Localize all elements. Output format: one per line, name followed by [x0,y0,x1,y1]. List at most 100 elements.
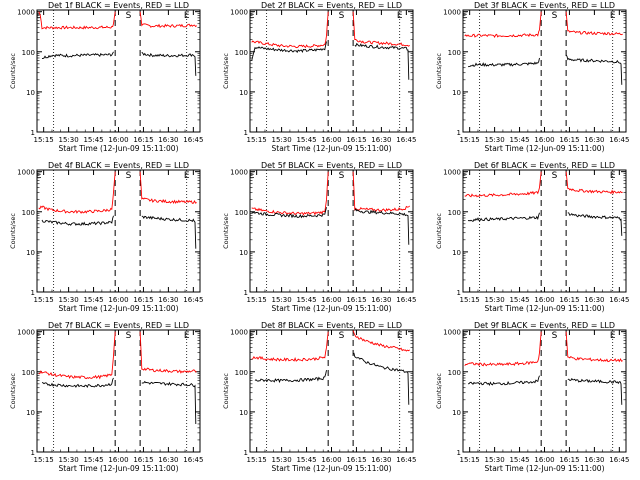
x-tick-label: 15:45 [296,456,316,464]
x-axis-label: Start Time (12-Jun-09 15:11:00) [485,464,605,473]
events-series-line [567,212,623,236]
chart-title: Det 5f BLACK = Events, RED = LLD [261,161,402,170]
x-axis-label: Start Time (12-Jun-09 15:11:00) [59,304,179,313]
x-tick-label: 15:30 [59,136,79,144]
y-axis-label: Counts/sec [222,53,230,89]
x-tick-label: 15:45 [83,456,103,464]
event-marker-label: E [36,11,42,21]
x-tick-label: 16:00 [534,296,554,304]
event-marker-label: E [184,331,190,341]
x-tick-label: 16:00 [534,456,554,464]
y-tick-label: 10 [26,409,35,417]
y-tick-label: 1 [244,289,248,297]
x-axis-label: Start Time (12-Jun-09 15:11:00) [485,304,605,313]
x-tick-label: 15:45 [296,136,316,144]
x-axis-label: Start Time (12-Jun-09 15:11:00) [272,304,392,313]
x-tick-label: 15:15 [460,296,480,304]
x-tick-label: 16:00 [534,136,554,144]
y-tick-label: 1000 [443,329,461,337]
x-tick-label: 15:15 [247,296,267,304]
x-tick-label: 16:15 [346,296,366,304]
event-marker-label: E [610,11,616,21]
x-tick-label: 16:45 [183,456,203,464]
x-tick-label: 16:00 [108,296,128,304]
events-series-line [565,54,623,85]
y-tick-label: 10 [239,409,248,417]
events-series-line [141,215,197,249]
event-marker-label: E [462,171,468,181]
chart-title: Det 1f BLACK = Events, RED = LLD [48,1,189,10]
plot-frame [249,169,414,293]
x-tick-label: 15:30 [485,136,505,144]
lld-series-line [139,171,197,205]
x-tick-label: 15:15 [34,296,54,304]
y-axis-label: Counts/sec [435,213,443,249]
lld-series-line [38,331,116,380]
y-tick-label: 100 [235,209,248,217]
plot-frame [36,329,201,453]
chart-panel: Det 3f BLACK = Events, RED = LLD 1 10 100 10… [435,1,629,153]
x-tick-label: 15:45 [509,456,529,464]
events-series-line [41,377,114,389]
lld-series-line [565,331,623,363]
plot-frame [462,9,627,133]
lld-series-line [251,11,329,49]
y-tick-label: 10 [452,409,461,417]
y-tick-label: 100 [448,369,461,377]
y-tick-label: 10 [239,89,248,97]
y-tick-label: 1 [31,129,35,137]
events-series-line [251,41,327,61]
events-series-line [467,57,540,68]
y-tick-label: 100 [448,209,461,217]
y-tick-label: 100 [22,209,35,217]
events-series-line [251,207,327,219]
x-tick-label: 16:15 [559,136,579,144]
event-marker-label: E [184,171,190,181]
events-series-line [354,42,410,80]
x-tick-label: 15:30 [272,296,292,304]
x-axis-label: Start Time (12-Jun-09 15:11:00) [272,144,392,153]
y-axis-label: Counts/sec [9,53,17,89]
y-axis-label: Counts/sec [222,373,230,409]
y-tick-label: 10 [26,249,35,257]
chart-panel: Det 2f BLACK = Events, RED = LLD 1 10 100 10… [222,1,416,153]
lld-series-line [352,330,410,352]
plot-frame [249,9,414,133]
y-tick-label: 1000 [230,169,248,177]
chart-panel: Det 6f BLACK = Events, RED = LLD 1 10 100 10… [435,161,629,313]
chart-panel: Det 4f BLACK = Events, RED = LLD 1 10 100 10… [9,161,203,313]
events-series-line [41,51,114,59]
event-marker-label: S [126,171,132,181]
x-tick-label: 16:00 [108,456,128,464]
x-tick-label: 16:30 [371,456,391,464]
event-marker-label: S [552,11,558,21]
y-tick-label: 1000 [17,169,35,177]
x-axis-label: Start Time (12-Jun-09 15:11:00) [272,464,392,473]
chart-panel: Det 1f BLACK = Events, RED = LLD 1 10 100 10… [9,1,203,153]
event-marker-label: E [462,331,468,341]
event-marker-label: E [397,331,403,341]
x-tick-label: 15:15 [460,456,480,464]
x-tick-label: 16:45 [183,136,203,144]
y-axis-label: Counts/sec [9,373,17,409]
x-tick-label: 16:45 [396,296,416,304]
x-tick-label: 16:45 [609,136,629,144]
y-tick-label: 1 [457,289,461,297]
y-tick-label: 1 [31,289,35,297]
x-tick-label: 16:45 [609,456,629,464]
y-tick-label: 1000 [17,9,35,17]
y-tick-label: 100 [22,49,35,57]
x-tick-label: 16:30 [158,456,178,464]
x-tick-label: 15:30 [272,136,292,144]
x-tick-label: 16:15 [559,456,579,464]
event-marker-label: S [339,331,345,341]
events-series-line [141,380,197,425]
x-tick-label: 16:30 [584,136,604,144]
lld-series-line [565,171,623,195]
x-tick-label: 15:15 [247,136,267,144]
lld-series-line [139,331,197,374]
x-tick-label: 16:00 [321,296,341,304]
x-tick-label: 15:30 [272,456,292,464]
event-marker-label: E [249,171,255,181]
x-tick-label: 16:30 [584,456,604,464]
